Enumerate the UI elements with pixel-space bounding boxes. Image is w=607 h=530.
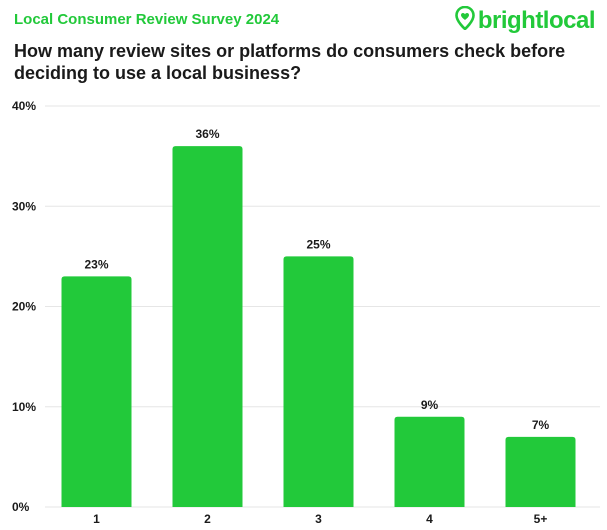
y-tick-label: 30%: [12, 199, 36, 213]
x-tick-label: 3: [315, 512, 322, 526]
data-label: 25%: [306, 237, 330, 251]
data-label: 36%: [195, 127, 219, 141]
data-label: 23%: [84, 257, 108, 271]
bar: [505, 436, 576, 507]
x-tick-label: 2: [204, 512, 211, 526]
y-axis-ticks: 0% 10% 20% 30% 40%: [12, 99, 36, 514]
y-tick-label: 10%: [12, 400, 36, 414]
x-tick-label: 1: [93, 512, 100, 526]
chart-question: How many review sites or platforms do co…: [14, 41, 566, 83]
y-tick-label: 40%: [12, 99, 36, 113]
x-axis-ticks: 1 2 3 4 5+: [93, 512, 547, 526]
brand-logo: brightlocal: [455, 5, 596, 35]
map-pin-heart-icon: [455, 5, 475, 35]
y-tick-label: 20%: [12, 300, 36, 314]
data-label: 9%: [421, 398, 439, 412]
bar: [61, 276, 132, 507]
bars: [61, 146, 576, 507]
bar: [172, 146, 243, 507]
data-label: 7%: [532, 418, 550, 432]
x-tick-label: 4: [426, 512, 433, 526]
x-tick-label: 5+: [534, 512, 548, 526]
survey-title: Local Consumer Review Survey 2024: [14, 11, 280, 28]
y-tick-label: 0%: [12, 500, 30, 514]
bar: [394, 416, 465, 507]
data-labels: 23% 36% 25% 9% 7%: [84, 127, 549, 432]
bar: [283, 256, 354, 507]
brand-name: brightlocal: [477, 6, 596, 34]
